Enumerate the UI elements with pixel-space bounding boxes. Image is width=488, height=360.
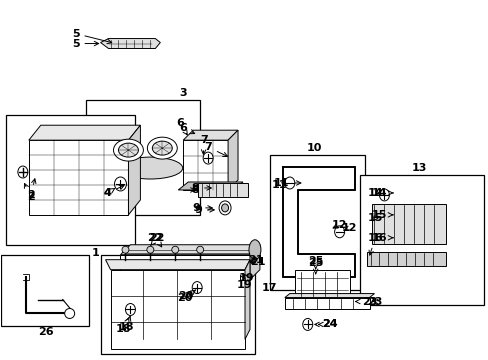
Text: 24: 24 [318, 319, 337, 329]
Text: 8: 8 [191, 183, 211, 193]
Text: 25: 25 [307, 256, 323, 269]
Text: 12: 12 [341, 223, 357, 233]
Text: 5: 5 [72, 39, 99, 49]
Text: 9: 9 [194, 205, 214, 215]
Text: 7: 7 [204, 142, 227, 157]
Polygon shape [183, 130, 238, 140]
Polygon shape [101, 39, 160, 49]
Ellipse shape [118, 143, 138, 157]
Ellipse shape [125, 303, 135, 315]
Text: 18: 18 [119, 316, 134, 332]
Ellipse shape [379, 189, 388, 201]
Polygon shape [120, 245, 260, 255]
Text: 14: 14 [371, 188, 392, 198]
Text: 16: 16 [371, 233, 392, 243]
Ellipse shape [196, 246, 203, 253]
Text: 9: 9 [192, 203, 212, 213]
Text: 21: 21 [250, 257, 265, 267]
Text: 7: 7 [200, 135, 207, 154]
Bar [294, 270, 349, 298]
Polygon shape [249, 245, 260, 280]
Text: 1: 1 [92, 248, 99, 258]
Text: 26: 26 [38, 327, 54, 337]
Bar [371, 204, 446, 244]
Text: 6: 6 [176, 118, 187, 135]
Polygon shape [285, 293, 374, 298]
Text: 3: 3 [179, 88, 187, 98]
Polygon shape [105, 260, 249, 270]
Bar [198, 183, 247, 197]
Ellipse shape [285, 177, 294, 189]
Text: 20: 20 [178, 291, 194, 301]
Ellipse shape [114, 177, 126, 191]
Text: 22: 22 [149, 233, 165, 246]
Text: 21: 21 [248, 255, 263, 265]
Text: 19: 19 [239, 273, 254, 283]
Bar [120, 255, 249, 280]
Polygon shape [227, 130, 238, 190]
Text: 2: 2 [24, 184, 35, 202]
Polygon shape [178, 182, 243, 190]
Ellipse shape [147, 137, 177, 159]
Text: 6: 6 [179, 123, 194, 134]
Text: 13: 13 [411, 163, 426, 173]
Text: 20: 20 [177, 290, 195, 302]
Polygon shape [244, 260, 249, 339]
Text: 23: 23 [366, 297, 382, 306]
Text: 5: 5 [72, 28, 112, 44]
Polygon shape [282, 167, 354, 276]
Ellipse shape [203, 152, 213, 164]
Ellipse shape [146, 246, 154, 253]
Text: 15: 15 [367, 213, 383, 223]
Text: 16: 16 [367, 233, 383, 255]
Text: 4: 4 [103, 185, 123, 198]
Text: 10: 10 [306, 143, 322, 153]
Bar [269, 155, 364, 289]
Ellipse shape [192, 282, 202, 293]
Polygon shape [128, 125, 140, 215]
Text: 12: 12 [331, 220, 346, 230]
Bar [110, 270, 244, 349]
Ellipse shape [221, 204, 228, 212]
Bar [101, 255, 254, 354]
Text: 17: 17 [262, 283, 277, 293]
Ellipse shape [219, 201, 230, 215]
Text: 22: 22 [147, 233, 163, 247]
Bar [366, 252, 446, 266]
Ellipse shape [302, 319, 312, 330]
Ellipse shape [64, 309, 75, 319]
Text: 19: 19 [237, 276, 252, 289]
Text: 14: 14 [367, 188, 383, 198]
Text: 24: 24 [314, 319, 337, 329]
Bar [359, 175, 483, 305]
Text: 11: 11 [271, 180, 287, 190]
Text: 23: 23 [355, 297, 376, 306]
Bar [1, 255, 88, 327]
Text: 25: 25 [307, 258, 323, 274]
Ellipse shape [171, 246, 179, 253]
Bar [85, 100, 200, 215]
Bar [29, 140, 128, 215]
Text: 8: 8 [190, 185, 199, 195]
Ellipse shape [152, 141, 172, 155]
Text: 18: 18 [116, 318, 131, 334]
Ellipse shape [18, 166, 28, 178]
Ellipse shape [113, 139, 143, 161]
Ellipse shape [248, 240, 261, 260]
Bar [285, 298, 369, 310]
Ellipse shape [118, 157, 183, 179]
Text: 4: 4 [103, 188, 115, 198]
Text: 15: 15 [371, 210, 392, 220]
Bar [6, 115, 135, 245]
Ellipse shape [122, 246, 129, 253]
Ellipse shape [334, 226, 344, 238]
Bar [183, 140, 227, 190]
Text: 11: 11 [274, 178, 300, 188]
Polygon shape [29, 125, 140, 140]
Text: 2: 2 [27, 179, 36, 200]
